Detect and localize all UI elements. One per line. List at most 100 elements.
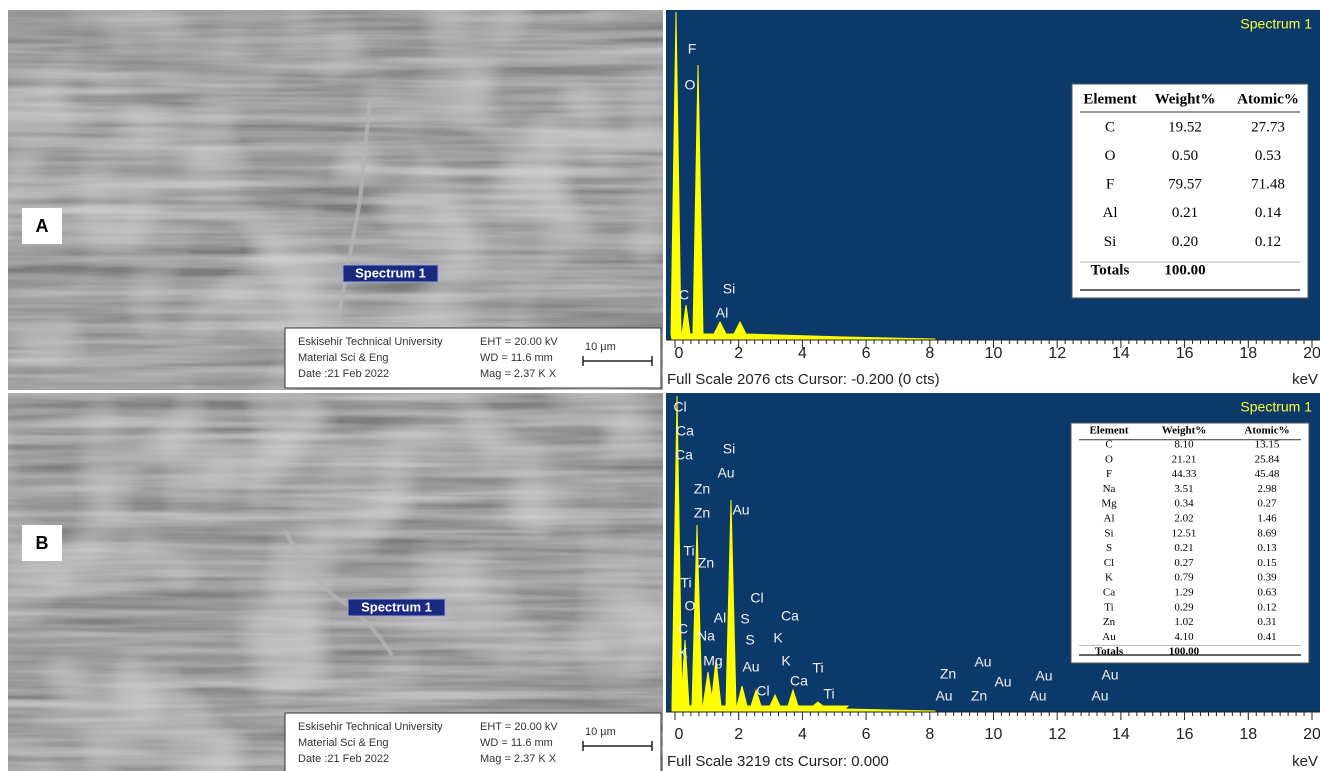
table-header: Weight%: [1162, 425, 1207, 437]
table-header: Element: [1089, 425, 1128, 437]
x-tick-label: 16: [1176, 345, 1194, 362]
table-cell: Al: [1103, 205, 1118, 221]
peak-label: Al: [716, 305, 728, 321]
table-cell: K: [1105, 572, 1113, 584]
table-cell: 0.63: [1257, 587, 1277, 599]
peak-label: C: [679, 287, 689, 303]
x-tick-label: 14: [1112, 726, 1130, 743]
x-tick-label: 20: [1303, 726, 1320, 743]
peak-label: K: [781, 653, 791, 669]
table-cell: 0.29: [1174, 601, 1194, 613]
table-cell: 0.20: [1172, 234, 1198, 250]
table-cell: 0.27: [1174, 557, 1194, 569]
x-tick-label: 14: [1112, 345, 1130, 362]
table-header: Atomic%: [1244, 425, 1289, 437]
x-unit: keV: [1292, 371, 1318, 388]
peak-label: Mg: [703, 653, 722, 669]
table-cell: Mg: [1101, 498, 1117, 510]
peak-label: Au: [994, 674, 1011, 690]
table-cell: 13.15: [1255, 439, 1280, 451]
info-text: EHT = 20.00 kV: [480, 721, 558, 733]
peak-label: Si: [723, 281, 735, 297]
table-cell: C: [1105, 119, 1115, 135]
peak-label: Zn: [694, 505, 710, 521]
peak-label: Ti: [812, 660, 823, 676]
x-tick-label: 6: [862, 726, 871, 743]
peak-label: Ti: [823, 686, 834, 702]
table-cell: 0.21: [1172, 205, 1198, 221]
peak-label: Au: [1091, 688, 1108, 704]
peak-label: C: [678, 621, 688, 637]
table-cell: Al: [1104, 513, 1115, 525]
x-tick-label: 6: [862, 345, 871, 362]
peak-label: S: [745, 632, 754, 648]
peak-label: K: [678, 645, 688, 661]
table-cell: 45.48: [1255, 468, 1280, 480]
table-cell: 8.69: [1257, 527, 1277, 539]
scale-label: 10 µm: [585, 341, 616, 353]
peak-label: Ti: [683, 543, 694, 559]
table-cell: Si: [1104, 234, 1117, 250]
peak-label: F: [688, 41, 697, 57]
table-cell: 0.21: [1174, 542, 1193, 554]
table-cell: 0.41: [1257, 631, 1276, 643]
footer: Full Scale 3219 cts Cursor: 0.000: [667, 753, 889, 770]
peak-label: Au: [974, 654, 991, 670]
table-cell: Ca: [1103, 587, 1115, 599]
table-cell: 0.34: [1174, 498, 1194, 510]
peak-label: Ca: [790, 673, 808, 689]
x-tick-label: 12: [1048, 345, 1066, 362]
table-header: Element: [1083, 91, 1136, 107]
peak-label: Cl: [756, 683, 769, 699]
table-cell: C: [1105, 439, 1112, 451]
table-cell: 0.12: [1255, 234, 1281, 250]
table-cell: O: [1105, 453, 1113, 465]
x-tick-label: 8: [925, 345, 934, 362]
table-cell: 12.51: [1172, 527, 1197, 539]
table-cell: 2.02: [1174, 513, 1193, 525]
table-cell: F: [1106, 468, 1112, 480]
info-text: WD = 11.6 mm: [480, 352, 553, 364]
peak-label: Au: [717, 465, 734, 481]
info-text: Mag = 2.37 K X: [480, 368, 557, 380]
scale-label: 10 µm: [585, 726, 616, 738]
table-cell: S: [1106, 542, 1112, 554]
table-cell: 3.51: [1174, 483, 1193, 495]
table-cell: Si: [1104, 527, 1113, 539]
x-tick-label: 0: [675, 726, 684, 743]
info-text: Date :21 Feb 2022: [298, 753, 389, 765]
table-cell: 1.02: [1174, 616, 1193, 628]
panel-label: B: [36, 533, 49, 553]
peak-label: Au: [742, 659, 759, 675]
peak-label: Ca: [676, 423, 694, 439]
x-tick-label: 2: [734, 726, 743, 743]
footer: Full Scale 2076 cts Cursor: -0.200 (0 ct…: [667, 371, 940, 388]
table-cell: 0.27: [1257, 498, 1277, 510]
peak-label: Zn: [694, 481, 710, 497]
peak-label: Al: [714, 610, 726, 626]
x-tick-label: 12: [1048, 726, 1066, 743]
table-totals: Totals: [1091, 262, 1130, 278]
table-cell: 0.13: [1257, 542, 1277, 554]
peak-label: Ca: [781, 608, 799, 624]
x-tick-label: 8: [925, 726, 934, 743]
table-cell: 21.21: [1172, 453, 1197, 465]
table-cell: 8.10: [1174, 439, 1194, 451]
table-cell: 44.33: [1172, 468, 1197, 480]
peak-label: Au: [935, 688, 952, 704]
x-tick-label: 10: [985, 726, 1003, 743]
figure: ASpectrum 1Eskisehir Technical Universit…: [0, 0, 1320, 771]
table-cell: 25.84: [1255, 453, 1280, 465]
marker-label: Spectrum 1: [361, 599, 432, 614]
peak-label: Zn: [698, 555, 714, 571]
table-cell: 0.39: [1257, 572, 1277, 584]
table-totals: 100.00: [1164, 262, 1205, 278]
table-cell: 0.15: [1257, 557, 1277, 569]
x-tick-label: 4: [798, 726, 807, 743]
info-text: Mag = 2.37 K X: [480, 753, 557, 765]
table-cell: 0.14: [1255, 205, 1282, 221]
table-cell: Ti: [1104, 601, 1113, 613]
x-tick-label: 18: [1239, 726, 1257, 743]
spectrum-title: Spectrum 1: [1240, 16, 1312, 32]
table-cell: O: [1105, 148, 1116, 164]
